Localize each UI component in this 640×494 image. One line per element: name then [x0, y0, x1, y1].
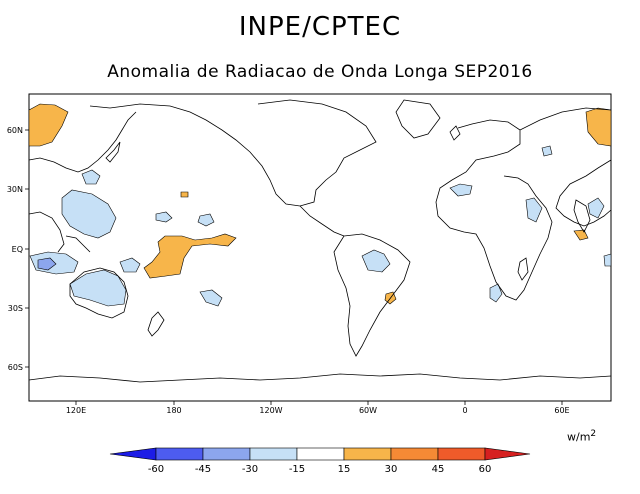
colorbar-tick-label: 30	[385, 464, 398, 475]
negative-anomaly-southern-africa	[489, 283, 503, 303]
negative-anomaly-sw-pacific-b	[199, 289, 223, 307]
negative-anomaly-west-pacific	[61, 189, 117, 239]
india-coast	[573, 199, 591, 233]
negative-anomaly-pacific-c	[155, 211, 173, 223]
colorbar-unit-label: w/m2	[567, 429, 596, 444]
negative-anomaly-east-africa	[525, 197, 543, 223]
positive-anomaly-east-siberia	[585, 107, 612, 147]
negative-anomaly-east-asia	[81, 169, 101, 185]
negative-anomaly-north-africa	[449, 183, 473, 197]
colorbar-max-triangle	[484, 447, 531, 461]
antarctica-coast	[28, 373, 612, 383]
negative-anomaly-core-maritime	[37, 257, 57, 271]
east-asia-coast	[28, 111, 137, 173]
colorbar-segment	[296, 447, 345, 461]
positive-anomaly-alaska	[28, 103, 69, 147]
unit-exponent: 2	[590, 429, 597, 439]
negative-anomaly-india-edge	[603, 253, 612, 267]
central-america-coast	[299, 205, 345, 237]
colorbar-min-triangle	[109, 447, 157, 461]
europe-africa-coast	[435, 119, 553, 301]
coastlines	[28, 99, 612, 383]
map-subtitle: Anomalia de Radiacao de Onda Longa SEP20…	[107, 62, 533, 82]
negative-anomaly-pacific-d	[197, 213, 215, 227]
lat-label-60s: 60S	[8, 363, 23, 372]
madagascar-coast	[517, 257, 529, 281]
lon-label-60w: 60W	[359, 406, 377, 415]
positive-anomaly-central-pacific	[143, 233, 237, 279]
lat-label-60n: 60N	[7, 126, 23, 135]
colorbar-tick-label: 60	[479, 464, 492, 475]
australia-coast	[69, 267, 129, 319]
lon-label-120w: 120W	[259, 406, 282, 415]
negative-anomaly-australia	[69, 269, 127, 307]
colorbar-segment	[249, 447, 298, 461]
colorbar-tick-label: -30	[242, 464, 258, 475]
lon-label-180: 180	[166, 406, 181, 415]
lon-label-60e: 60E	[554, 406, 569, 415]
lon-label-120e: 120E	[66, 406, 86, 415]
lat-label-30s: 30S	[8, 304, 23, 313]
negative-anomaly-kamchatka	[541, 145, 553, 157]
negative-anomaly-arabia	[587, 197, 605, 219]
colorbar-tick-label: 45	[432, 464, 445, 475]
greenland-coast	[395, 99, 441, 139]
japan-coast	[105, 141, 121, 163]
anomaly-shading	[28, 103, 612, 307]
uk-coast	[449, 125, 461, 141]
asia-coast	[519, 107, 612, 227]
colorbar-segment	[155, 447, 204, 461]
colorbar-tick-label: -45	[195, 464, 211, 475]
negative-anomaly-south-america	[361, 249, 391, 273]
colorbar-legend: -60 -45 -30 -15 15 30 45 60	[109, 447, 531, 475]
colorbar-segment	[437, 447, 486, 461]
south-america-coast	[333, 233, 411, 357]
colorbar-segment	[390, 447, 439, 461]
positive-anomaly-pacific-small	[180, 191, 189, 198]
colorbar-tick-label: -15	[289, 464, 305, 475]
map-frame	[28, 93, 612, 402]
north-america-coast	[89, 99, 377, 207]
main-title: INPE/CPTEC	[238, 12, 402, 42]
colorbar-tick-label: -60	[148, 464, 164, 475]
unit-base: w/m	[567, 430, 591, 444]
positive-anomaly-indian-ocean	[573, 229, 589, 241]
new-zealand-coast	[147, 311, 165, 337]
colorbar-segment	[343, 447, 392, 461]
se-asia-coast	[28, 211, 91, 253]
lon-label-0: 0	[462, 406, 467, 415]
negative-anomaly-sw-pacific-a	[119, 257, 141, 273]
lat-label-30n: 30N	[7, 185, 23, 194]
axis-ticks	[25, 129, 563, 405]
lat-label-eq: EQ	[12, 245, 23, 254]
colorbar-tick-label: 15	[338, 464, 351, 475]
colorbar-segment	[202, 447, 251, 461]
